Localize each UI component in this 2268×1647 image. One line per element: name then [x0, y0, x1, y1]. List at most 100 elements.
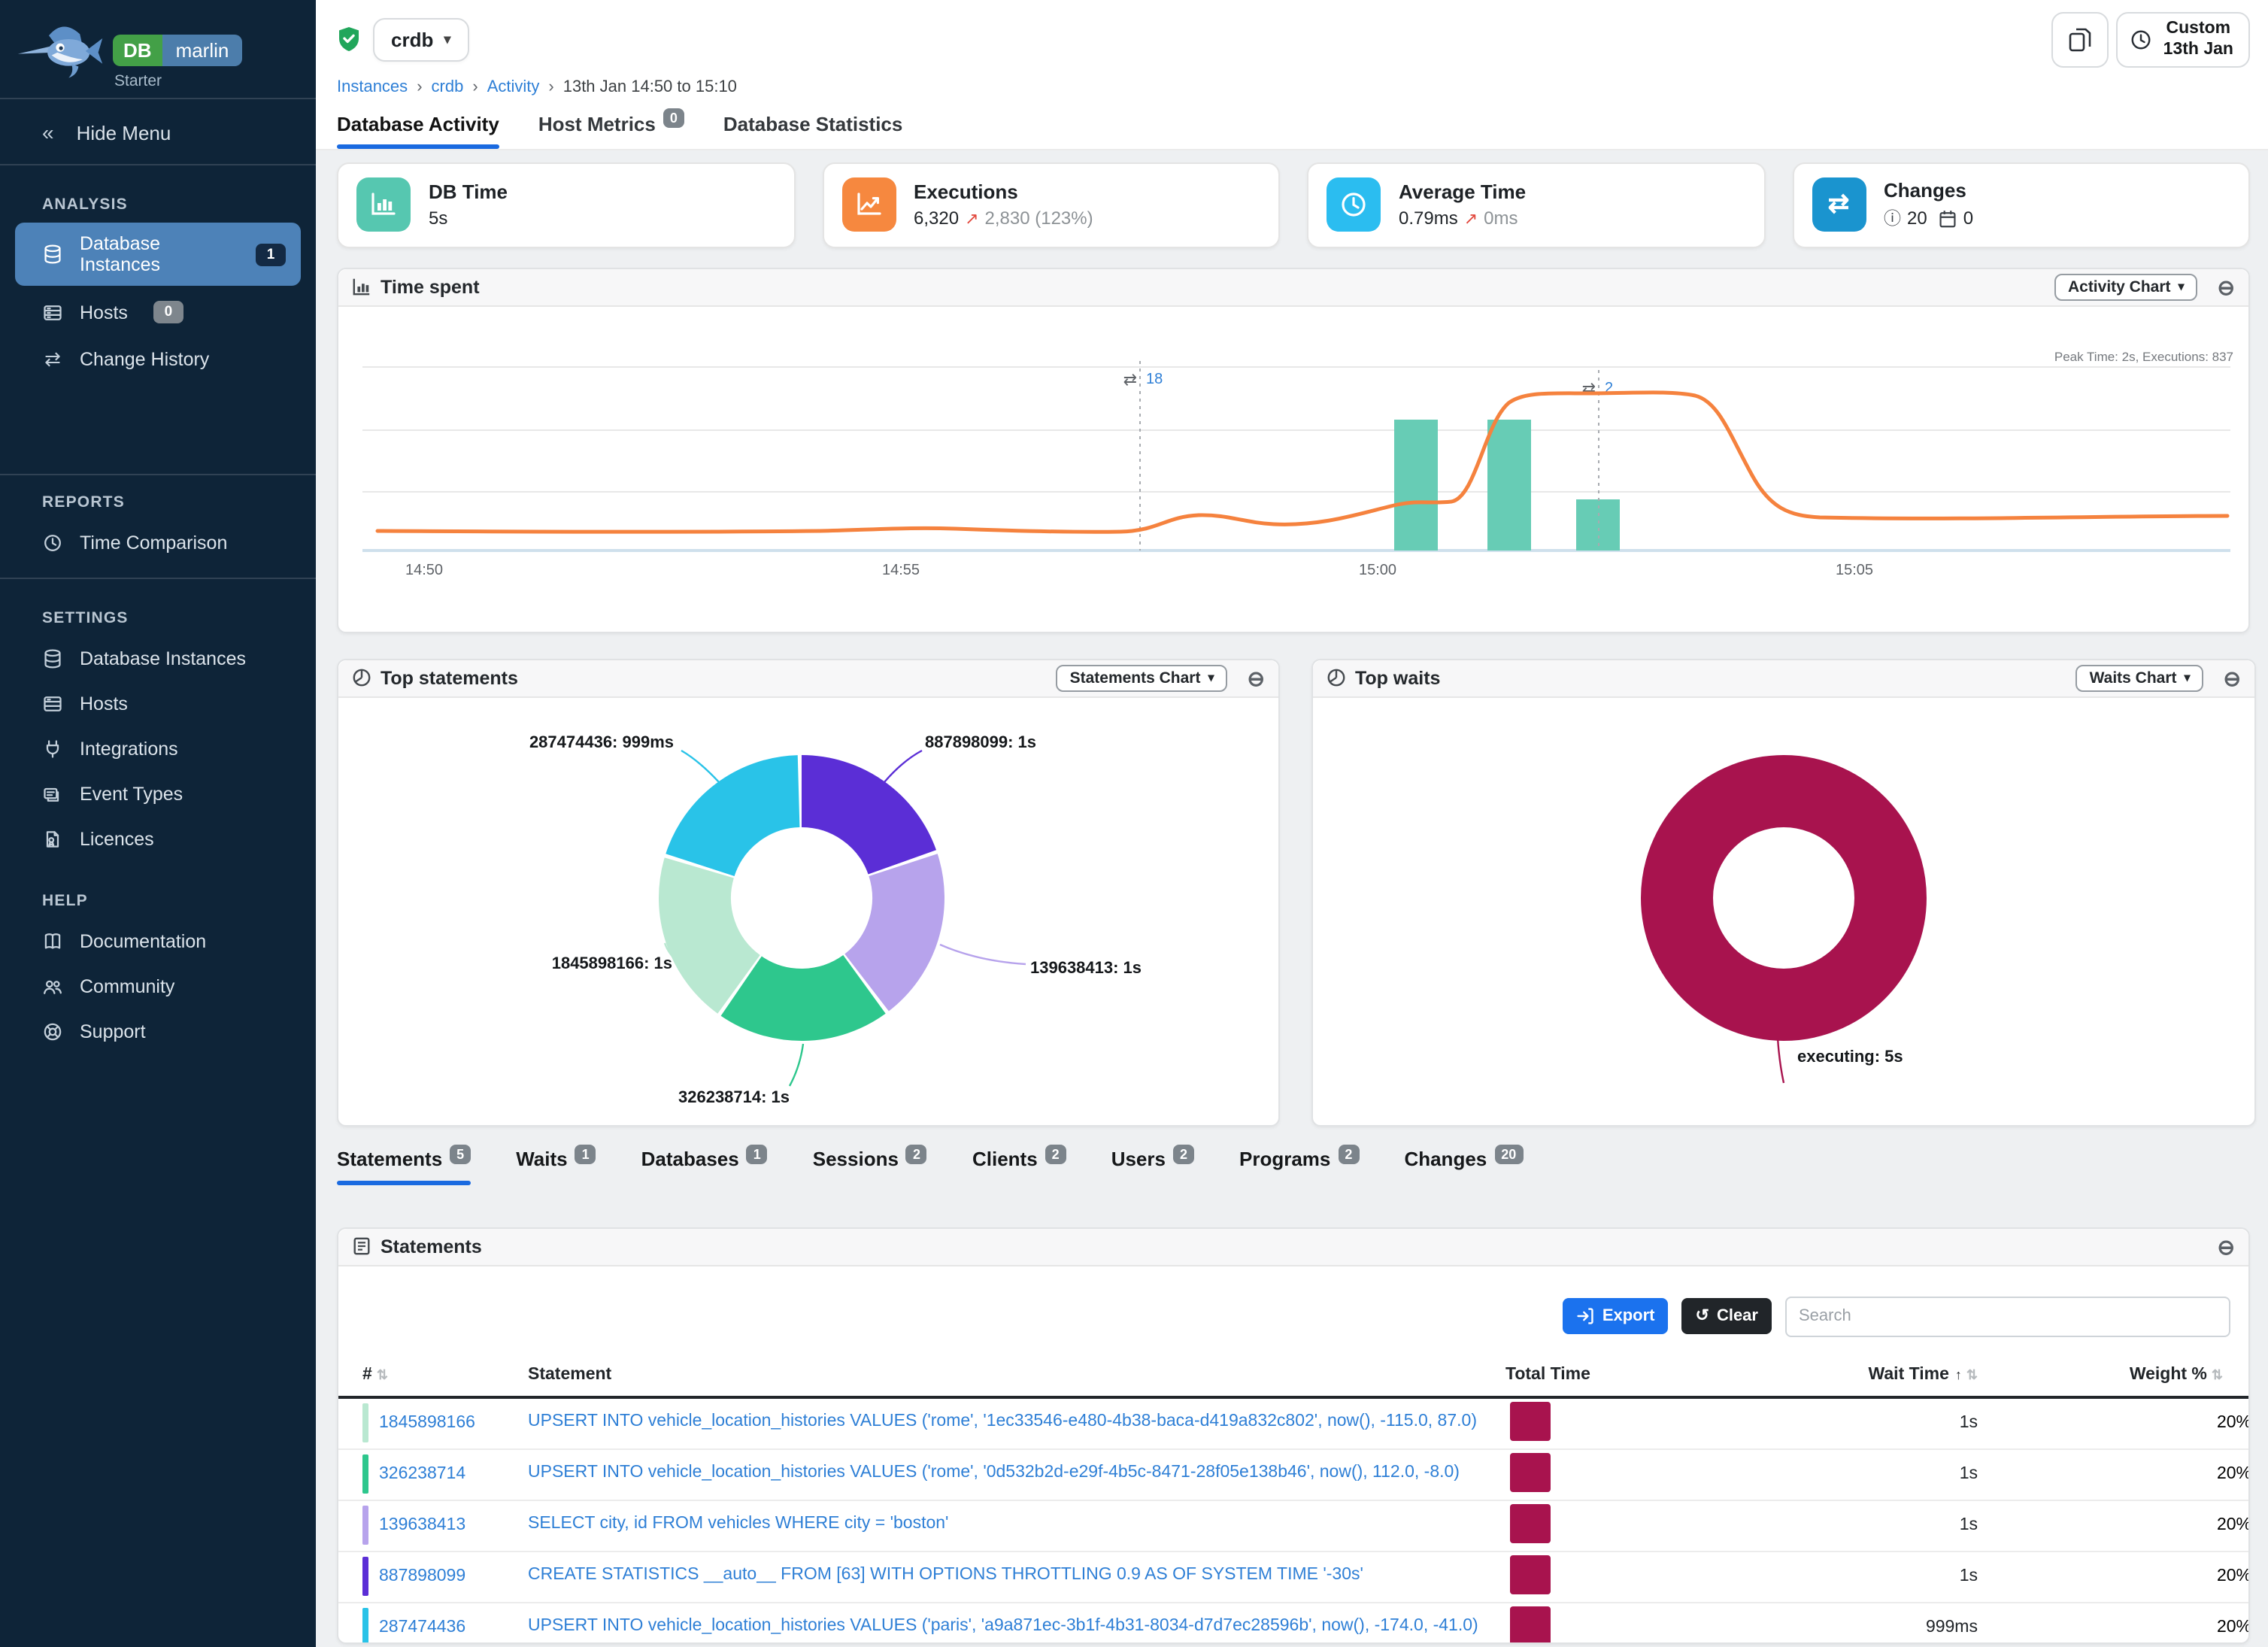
detail-tab-users[interactable]: Users 2: [1111, 1145, 1194, 1185]
export-button[interactable]: Export: [1563, 1298, 1669, 1335]
statement-link[interactable]: CREATE STATISTICS __auto__ FROM [63] WIT…: [528, 1565, 1363, 1584]
donut-slice[interactable]: [653, 748, 951, 1047]
detail-tab-databases[interactable]: Databases 1: [641, 1145, 768, 1185]
detail-tab-sessions[interactable]: Sessions 2: [813, 1145, 927, 1185]
database-icon: [44, 649, 61, 669]
statements-panel: Statements ⊖ Export ↺ Clear: [337, 1227, 2250, 1644]
donut-slice[interactable]: [659, 754, 944, 1041]
donut-slice[interactable]: [1641, 754, 1927, 1041]
sidebar-item-database-instances[interactable]: Database Instances 1: [15, 223, 301, 286]
kpi-executions: Executions 6,320 ↗ 2,830 (123%): [822, 162, 1280, 248]
change-marker-count[interactable]: 18: [1146, 371, 1163, 387]
collapse-icon[interactable]: ⊖: [2223, 666, 2241, 690]
donut-slice[interactable]: [659, 754, 944, 1041]
sort-icon: ⇅: [376, 1366, 388, 1382]
statement-link[interactable]: SELECT city, id FROM vehicles WHERE city…: [528, 1514, 949, 1533]
sidebar-item-change-history[interactable]: ⇄ Change History: [0, 335, 316, 384]
tab-database-statistics[interactable]: Database Statistics: [723, 113, 902, 149]
events-icon: [44, 787, 59, 802]
statement-id-link[interactable]: 1845898166: [379, 1414, 475, 1433]
undo-icon: ↺: [1695, 1306, 1709, 1325]
sidebar-item-integrations[interactable]: Integrations: [0, 726, 316, 772]
activity-bar[interactable]: [1487, 419, 1531, 551]
chevron-down-icon: ▾: [1208, 671, 1214, 685]
time-range-date: 13th Jan: [2163, 41, 2233, 59]
breadcrumb-separator: ›: [548, 77, 554, 96]
col-header-weight[interactable]: Weight % ⇅: [1978, 1356, 2248, 1399]
server-icon: [44, 696, 62, 711]
clear-button[interactable]: ↺ Clear: [1681, 1298, 1772, 1335]
brand-logo: DB marlin Starter: [0, 0, 316, 98]
col-header-total-time[interactable]: Total Time: [1505, 1356, 1761, 1399]
time-series-svg: ⇄ 18 ⇄ 2 14:50 14:55 15:00 15:05: [362, 360, 2230, 578]
pie-chart-icon: [352, 669, 371, 688]
col-header-wait-time[interactable]: Wait Time ↑ ⇅: [1761, 1356, 1978, 1399]
search-input[interactable]: [1785, 1296, 2230, 1337]
statements-chart-dropdown[interactable]: Statements Chart ▾: [1056, 664, 1228, 692]
collapse-icon[interactable]: ⊖: [1247, 666, 1265, 690]
statement-link[interactable]: UPSERT INTO vehicle_location_histories V…: [528, 1412, 1477, 1430]
sidebar-item-documentation[interactable]: Documentation: [0, 919, 316, 964]
detail-tab-clients[interactable]: Clients 2: [972, 1145, 1066, 1185]
sidebar-item-label: Database Instances: [80, 648, 246, 669]
sidebar-item-label: Licences: [80, 829, 154, 850]
breadcrumb-crdb[interactable]: crdb: [431, 77, 464, 96]
sidebar: DB marlin Starter « Hide Menu ANALYSIS D…: [0, 0, 316, 1647]
hide-menu-button[interactable]: « Hide Menu: [0, 99, 316, 164]
panel-title: Statements: [381, 1236, 482, 1257]
time-spent-panel: Time spent Activity Chart ▾ ⊖ Peak Time:…: [337, 267, 2250, 633]
peak-note: Peak Time: 2s, Executions: 837: [2054, 348, 2233, 364]
sidebar-item-community[interactable]: Community: [0, 964, 316, 1009]
sidebar-item-support[interactable]: Support: [0, 1009, 316, 1054]
collapse-icon[interactable]: ⊖: [2217, 274, 2235, 299]
breadcrumb-activity[interactable]: Activity: [487, 77, 540, 96]
swap-arrows-icon: ⇄: [1123, 370, 1137, 389]
donut-slice[interactable]: [653, 748, 951, 1047]
sidebar-item-settings-hosts[interactable]: Hosts: [0, 681, 316, 726]
sidebar-divider: [0, 474, 316, 475]
time-range-button[interactable]: Custom 13th Jan: [2116, 12, 2250, 68]
waits-donut-svg: [1641, 754, 1927, 1083]
copy-button[interactable]: [2051, 12, 2109, 68]
tab-database-activity[interactable]: Database Activity: [337, 113, 499, 149]
tab-badge: 2: [1045, 1145, 1066, 1165]
detail-tab-changes[interactable]: Changes 20: [1404, 1145, 1524, 1185]
brand-name: marlin: [162, 35, 243, 66]
chevron-down-icon: ▾: [444, 31, 451, 47]
statement-link[interactable]: UPSERT INTO vehicle_location_histories V…: [528, 1463, 1460, 1482]
instance-selector[interactable]: crdb ▾: [373, 17, 469, 62]
statement-link[interactable]: UPSERT INTO vehicle_location_histories V…: [528, 1616, 1478, 1635]
panel-title: Time spent: [381, 276, 480, 298]
clock-icon: [2132, 30, 2151, 50]
detail-tab-programs[interactable]: Programs 2: [1239, 1145, 1360, 1185]
detail-tab-waits[interactable]: Waits 1: [516, 1145, 596, 1185]
content: DB Time 5s Executions 6,320 ↗ 2,830 (123…: [316, 150, 2268, 1644]
kpi-event-count: 0: [1963, 208, 1974, 229]
activity-chart-dropdown[interactable]: Activity Chart ▾: [2054, 273, 2198, 301]
statement-id-link[interactable]: 887898099: [379, 1567, 466, 1586]
statement-id-link[interactable]: 287474436: [379, 1618, 466, 1637]
statement-id-link[interactable]: 139638413: [379, 1516, 466, 1535]
waits-chart-dropdown[interactable]: Waits Chart ▾: [2075, 664, 2204, 692]
statement-color-bar: [362, 1506, 368, 1545]
statement-id-link[interactable]: 326238714: [379, 1465, 466, 1484]
sidebar-item-licences[interactable]: Licences: [0, 817, 316, 862]
activity-bar[interactable]: [1394, 419, 1438, 551]
breadcrumb-instances[interactable]: Instances: [337, 77, 408, 96]
sidebar-item-label: Hosts: [80, 302, 128, 323]
dropdown-label: Activity Chart: [2067, 278, 2171, 296]
sidebar-item-hosts[interactable]: Hosts 0: [0, 289, 316, 335]
col-header-statement[interactable]: Statement: [528, 1356, 1505, 1399]
tab-host-metrics[interactable]: Host Metrics 0: [538, 108, 684, 149]
collapse-icon[interactable]: ⊖: [2217, 1234, 2235, 1259]
sidebar-item-settings-database-instances[interactable]: Database Instances: [0, 636, 316, 681]
sidebar-item-time-comparison[interactable]: Time Comparison: [0, 520, 316, 566]
detail-tab-statements[interactable]: Statements 5: [337, 1145, 471, 1185]
sidebar-item-event-types[interactable]: Event Types: [0, 772, 316, 817]
col-header-num[interactable]: # ⇅: [338, 1356, 528, 1399]
kpi-db-time: DB Time 5s: [337, 162, 795, 248]
change-marker-count[interactable]: 2: [1605, 380, 1613, 396]
chevron-down-icon: ▾: [2184, 671, 2191, 685]
statement-color-bar: [362, 1557, 368, 1597]
tab-label: Changes: [1404, 1147, 1487, 1170]
